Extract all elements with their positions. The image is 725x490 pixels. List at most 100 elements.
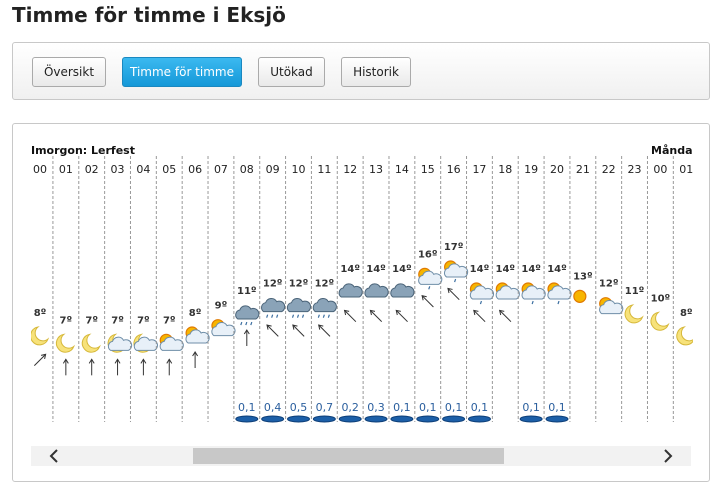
hour-label: 07 <box>214 163 228 176</box>
wind-arrow <box>266 324 279 337</box>
icon-drop <box>479 300 483 305</box>
hour-label: 12 <box>343 163 357 176</box>
wind-head <box>40 353 47 360</box>
page-title: Timme för timme i Eksjö <box>12 3 286 27</box>
scroll-right[interactable] <box>664 449 673 463</box>
temperature: 8º <box>34 308 47 319</box>
temperature: 7º <box>163 315 176 326</box>
wind-shaft <box>344 310 357 323</box>
hour-label: 21 <box>576 163 590 176</box>
precip-disc <box>312 415 336 423</box>
hour-label: 01 <box>59 163 73 176</box>
weather-icon <box>547 282 572 305</box>
weather-icon <box>133 333 158 353</box>
precip-disc <box>467 415 491 423</box>
hour-label: 18 <box>498 163 512 176</box>
hour-label: 01 <box>679 163 693 176</box>
wind-arrow <box>140 358 147 376</box>
wind-shaft <box>318 324 331 337</box>
wind-head <box>192 351 199 357</box>
temperature: 14º <box>366 264 386 275</box>
weather-icon <box>338 283 363 298</box>
weather-icon <box>81 333 101 353</box>
hour-label: 11 <box>317 163 331 176</box>
hour-label: 05 <box>162 163 176 176</box>
wind-arrow <box>318 324 331 337</box>
temperature: 7º <box>137 315 150 326</box>
temperature: 14º <box>340 264 360 275</box>
icon-moon <box>81 333 101 353</box>
weather-icon <box>261 298 286 318</box>
temperature: 8º <box>680 308 693 319</box>
temperature: 14º <box>470 264 490 275</box>
precip-disc <box>545 415 569 423</box>
precipitation: 0,1 <box>445 401 463 414</box>
hour-label: 17 <box>472 163 486 176</box>
tab[interactable]: Timme för timme <box>122 57 242 87</box>
icon-cloud <box>286 298 312 313</box>
temperature: 14º <box>521 264 541 275</box>
scroll-thumb[interactable] <box>193 448 504 464</box>
precipitation: 0,5 <box>290 401 308 414</box>
wind-head <box>447 287 453 294</box>
icon-cloud <box>338 283 363 298</box>
precipitation: 0,1 <box>419 401 437 414</box>
wind-shaft <box>499 310 512 323</box>
precip-disc <box>338 415 362 423</box>
icon-drop <box>250 321 253 326</box>
hour-label: 08 <box>240 163 254 176</box>
wind-head <box>62 358 69 364</box>
icon-cloud <box>261 298 286 313</box>
wind-arrow <box>343 309 357 323</box>
hour-label: 10 <box>292 163 306 176</box>
wind-arrow <box>498 309 512 323</box>
weather-icon <box>211 319 236 337</box>
tab-bar: Översikt Timme för timme Utökad Historik <box>12 42 710 100</box>
wind-arrow <box>192 351 199 368</box>
precip-disc <box>261 415 285 423</box>
wind-shaft <box>447 288 460 301</box>
hour-label: 00 <box>33 163 47 176</box>
weather-icon <box>418 267 443 290</box>
precip-disc <box>287 415 310 423</box>
temperature: 14º <box>496 264 516 275</box>
icon-cloud <box>521 285 546 300</box>
wind-head <box>395 309 401 316</box>
tab[interactable]: Utökad <box>258 57 325 87</box>
wind-arrow <box>88 358 95 376</box>
wind-shaft <box>395 310 408 323</box>
precip-disc <box>364 415 388 423</box>
scroll-left[interactable] <box>49 449 58 463</box>
wind-head <box>166 358 173 364</box>
weather-icon <box>444 260 469 283</box>
icon-cloud <box>159 336 184 351</box>
wind-arrow <box>292 324 305 337</box>
wind-shaft <box>421 295 434 308</box>
icon-cloud <box>495 285 520 300</box>
wind-head <box>292 324 298 330</box>
temperature: 12º <box>289 279 309 290</box>
icon-drop <box>557 300 560 305</box>
icon-drop <box>301 314 305 318</box>
precipitation: 0,1 <box>522 401 540 414</box>
tab[interactable]: Översikt <box>32 57 106 87</box>
tab[interactable]: Historik <box>341 57 411 87</box>
wind-head <box>318 324 324 330</box>
weather-icon <box>573 289 587 303</box>
weather-icon <box>650 311 670 331</box>
icon-moon <box>650 311 670 331</box>
weather-icon <box>676 326 693 346</box>
weather-icon <box>624 304 644 324</box>
hour-label: 14 <box>395 163 409 176</box>
precip-disc <box>442 415 466 423</box>
icon-drop <box>322 314 325 318</box>
wind-head <box>114 358 121 364</box>
temperature: 7º <box>85 315 98 326</box>
wind-head <box>498 309 505 316</box>
weather-icon <box>390 283 415 298</box>
hour-label: 13 <box>369 163 383 176</box>
icon-drop <box>276 314 279 318</box>
precip-disc <box>416 415 440 423</box>
forecast-panel: Imorgon: Lerfest Månda 00 8º 01 7º 02 7º 03 7º 04 7… <box>12 123 710 482</box>
